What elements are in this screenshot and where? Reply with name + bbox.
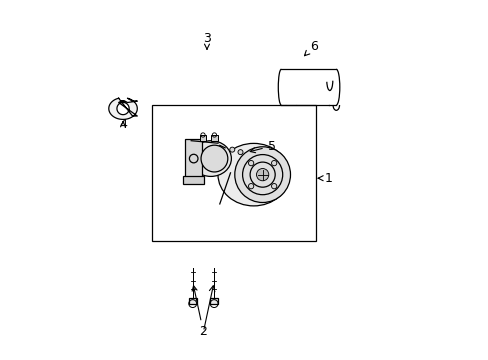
Circle shape — [248, 184, 253, 189]
Ellipse shape — [218, 143, 289, 206]
Text: 1: 1 — [318, 172, 332, 185]
Bar — [200, 135, 206, 141]
Text: 2: 2 — [192, 286, 207, 338]
Text: 3: 3 — [203, 32, 210, 49]
Bar — [151, 105, 315, 241]
Ellipse shape — [201, 145, 227, 172]
Circle shape — [271, 184, 276, 189]
Circle shape — [248, 161, 253, 166]
Circle shape — [229, 147, 234, 152]
Circle shape — [234, 147, 290, 203]
Circle shape — [256, 168, 268, 181]
Bar — [185, 139, 202, 178]
Circle shape — [238, 150, 243, 155]
Text: 4: 4 — [119, 118, 127, 131]
Bar — [183, 176, 204, 184]
Polygon shape — [108, 98, 137, 120]
Ellipse shape — [190, 141, 231, 176]
Bar — [211, 135, 217, 141]
Bar — [210, 298, 218, 303]
Text: 5: 5 — [250, 140, 275, 153]
Bar — [188, 298, 196, 303]
Circle shape — [271, 161, 276, 166]
Text: 6: 6 — [304, 40, 318, 56]
